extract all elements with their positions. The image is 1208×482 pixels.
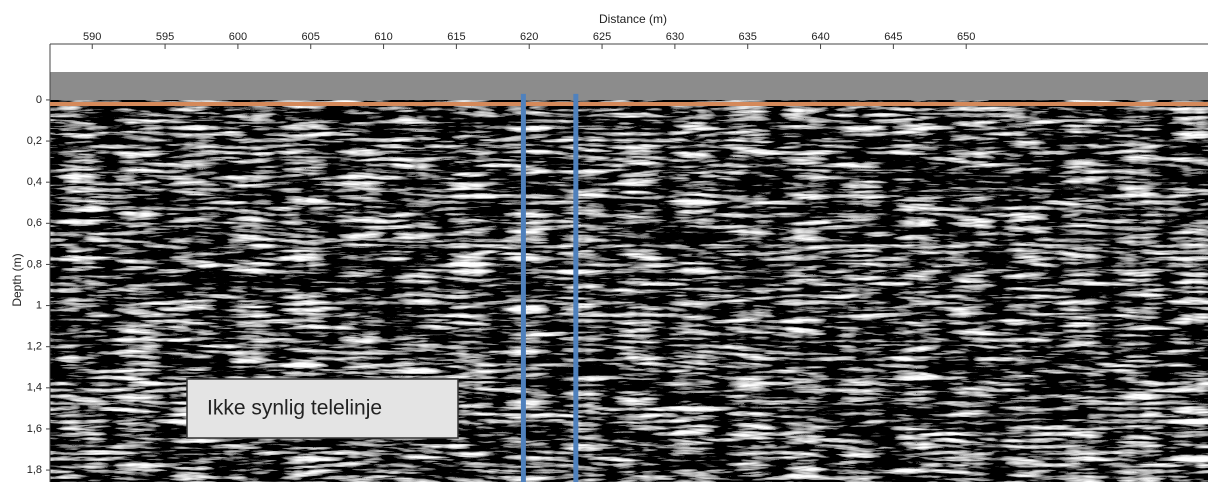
y-tick-label: 1: [36, 299, 42, 311]
annotation-text: Ikke synlig telelinje: [207, 397, 382, 420]
x-tick-label: 645: [884, 31, 902, 43]
x-axis-label: Distance (m): [599, 12, 667, 26]
air-band: [50, 72, 1208, 100]
x-tick-label: 625: [593, 31, 611, 43]
x-tick-label: 590: [83, 31, 101, 43]
y-tick-label: 1,4: [27, 382, 42, 394]
x-tick-label: 610: [374, 31, 392, 43]
annotation-box: [186, 378, 459, 439]
y-tick-label: 0,4: [27, 176, 42, 188]
y-tick-label: 0,6: [27, 217, 42, 229]
y-tick-label: 0,8: [27, 258, 42, 270]
y-tick-label: 0,2: [27, 135, 42, 147]
x-tick-label: 595: [156, 31, 174, 43]
x-tick-label: 630: [666, 31, 684, 43]
x-tick-label: 615: [447, 31, 465, 43]
y-tick-label: 0: [36, 94, 42, 106]
x-tick-label: 635: [739, 31, 757, 43]
x-tick-label: 620: [520, 31, 538, 43]
x-tick-label: 640: [811, 31, 829, 43]
y-tick-label: 1,2: [27, 341, 42, 353]
y-tick-label: 1,6: [27, 423, 42, 435]
y-tick-label: 1,8: [27, 464, 42, 476]
x-tick-label: 650: [957, 31, 975, 43]
y-axis-label: Depth (m): [10, 253, 24, 306]
x-tick-label: 600: [229, 31, 247, 43]
x-tick-label: 605: [302, 31, 320, 43]
marks: [50, 93, 1208, 482]
